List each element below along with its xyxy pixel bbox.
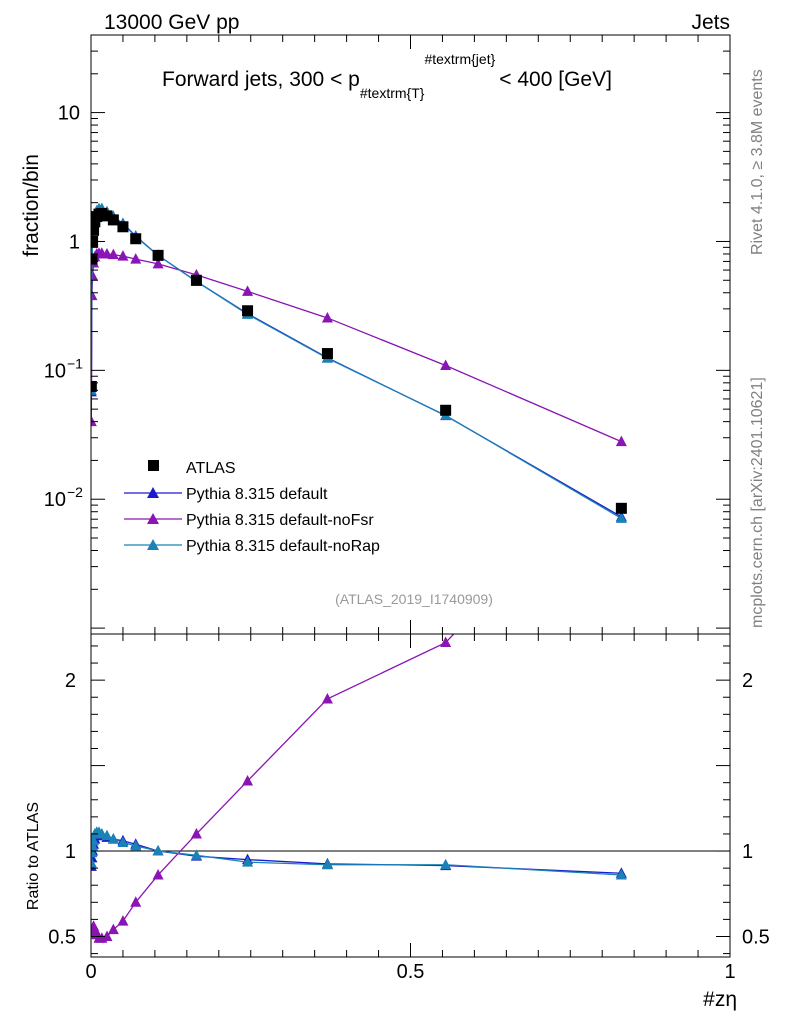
data-point-atlas [107,214,119,226]
ratio-point-pythia-8-315-default-norap [440,858,452,870]
ratio-point-pythia-8-315-default-norap [117,836,129,847]
data-point-pythia-8-315-default-nofsr [130,253,142,264]
ratio-line-pythia-8-315-default [91,835,622,874]
data-point-pythia-8-315-default-nofsr [615,435,627,447]
title-sup: #textrm{jet} [424,51,495,67]
analysis-watermark: (ATLAS_2019_I1740909) [335,591,493,607]
data-point-pythia-8-315-default-nofsr [242,285,254,296]
title-main: Forward jets, 300 < p [162,68,360,91]
main-y-tick-exponent: −2 [67,484,83,500]
ratio-y-tick-label: 1 [65,841,76,863]
ratio-point-pythia-8-315-default-nofsr [440,636,452,648]
main-y-tick-label: 10 [58,103,80,125]
ratio-y-tick-label-right: 2 [742,670,753,692]
main-y-tick-label: 1 [69,231,80,253]
main-y-tick-label: 10 [44,360,66,382]
ratio-point-pythia-8-315-default-norap [152,845,164,856]
ratio-line-pythia-8-315-default-nofsr [91,634,455,939]
legend-norap-marker [147,539,159,550]
data-point-atlas [152,249,164,261]
header-left: 13000 GeV pp [104,11,239,34]
x-tick-label: 0.5 [397,961,425,983]
main-y-tick-exponent: −1 [67,355,83,371]
x-tick-label: 1 [724,961,735,983]
ratio-point-pythia-8-315-default-norap [101,829,113,841]
ratio-ylabel: Ratio to ATLAS [25,802,42,910]
ratio-y-tick-label-right: 0.5 [742,926,770,948]
main-plot-marks [91,202,627,523]
ratio-y-tick-label: 2 [65,670,76,692]
title-sub: #textrm{T} [360,85,425,101]
main-y-tick-label: 10 [44,489,66,511]
ratio-point-pythia-8-315-default-norap [615,868,627,880]
ratio-point-pythia-8-315-default-nofsr [321,692,333,704]
data-point-atlas [242,305,254,317]
main-ylabel: fraction/bin [20,154,43,257]
x-tick-label: 0 [85,961,96,983]
series-line-pythia-8-315-default-norap [91,207,622,519]
data-point-pythia-8-315-default-nofsr [440,359,452,371]
ratio-y-tick-label-right: 1 [742,841,753,863]
legend-atlas-marker [148,460,159,471]
ratio-xlabel: #zη [703,988,737,1011]
data-point-atlas [130,233,142,245]
legend-norap-label: Pythia 8.315 default-noRap [186,538,380,555]
plot-title: Forward jets, 300 < p#textrm{T} #textrm{j… [162,51,612,101]
data-point-atlas [91,224,100,236]
ratio-point-pythia-8-315-default-nofsr [101,930,113,941]
ratio-point-pythia-8-315-default-norap [130,839,142,851]
legend-default-marker [147,487,159,498]
data-point-atlas [190,274,202,286]
ratio-point-pythia-8-315-default-nofsr [152,868,164,880]
ratio-y-tick-label: 0.5 [48,926,76,948]
data-point-pythia-8-315-default-nofsr [321,311,333,323]
legend-atlas-label: ATLAS [186,460,236,477]
title-tail: < 400 [GeV] [499,68,612,91]
data-point-atlas [321,348,333,360]
header-right: Jets [691,11,730,34]
data-point-pythia-8-315-default-nofsr [152,257,164,269]
data-point-atlas [615,502,627,514]
ratio-point-pythia-8-315-default-norap [91,857,97,868]
legend: ATLAS Pythia 8.315 default Pythia 8.315 … [124,460,380,555]
mcplots-label: mcplots.cern.ch [arXiv:2401.10621] [749,377,766,628]
rivet-label: Rivet 4.1.0, ≥ 3.8M events [749,69,766,255]
data-point-pythia-8-315-default-nofsr [91,269,99,281]
ratio-line-pythia-8-315-default-norap [91,831,622,876]
series-line-pythia-8-315-default [91,208,622,518]
ratio-plot-marks [91,452,730,943]
series-line-pythia-8-315-default-nofsr [91,252,622,443]
data-point-atlas [91,253,98,265]
ratio-point-pythia-8-315-default-nofsr [242,774,254,786]
data-point-atlas [101,210,113,222]
ratio-frame [90,633,731,958]
ratio-point-pythia-8-315-default-nofsr [107,923,119,935]
ratio-point-pythia-8-315-default-norap [190,849,202,860]
legend-nofsr-label: Pythia 8.315 default-noFsr [186,512,374,529]
data-point-pythia-8-315-default-norap [615,512,627,523]
ratio-point-pythia-8-315-default-nofsr [117,915,129,926]
data-point-pythia-8-315-default-nofsr [107,248,119,260]
data-point-pythia-8-315-default-nofsr [117,250,129,261]
legend-nofsr-marker [147,513,159,524]
data-point-atlas [91,380,97,392]
ratio-point-pythia-8-315-default-nofsr [616,452,627,463]
ratio-point-pythia-8-315-default-nofsr [190,827,202,839]
data-point-pythia-8-315-default-nofsr [91,415,97,427]
data-point-atlas [117,221,129,233]
ratio-point-pythia-8-315-default-norap [321,858,333,870]
ratio-point-pythia-8-315-default-norap [107,833,119,844]
data-point-pythia-8-315-default-nofsr [91,289,98,301]
ratio-point-pythia-8-315-default-norap [242,856,254,867]
data-point-atlas [440,404,452,416]
legend-default-label: Pythia 8.315 default [186,486,328,503]
ratio-point-pythia-8-315-default-nofsr [130,896,142,907]
